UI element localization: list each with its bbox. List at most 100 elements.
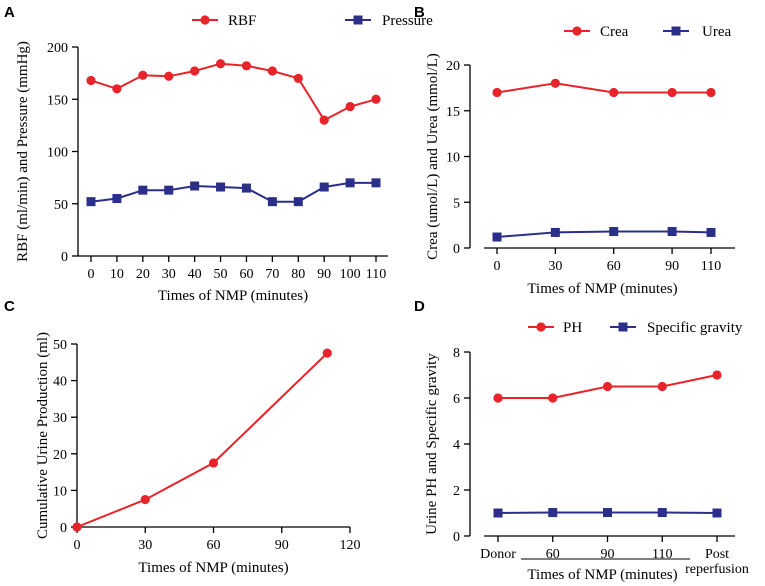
panel-letter: C [4, 298, 15, 315]
data-point-urea-1 [550, 227, 560, 237]
legend-label-urea: Urea [702, 24, 731, 40]
data-point-pressure-9 [319, 182, 329, 192]
x-tick-label: 110 [652, 547, 672, 562]
x-tick-label: 90 [275, 538, 289, 553]
data-point-legend-urea-0 [671, 26, 681, 36]
data-point-pressure-1 [112, 194, 122, 204]
x-tick-label-line: Post [705, 547, 729, 562]
y-tick-label: 0 [453, 530, 460, 545]
y-tick-label: 8 [453, 346, 460, 361]
data-point-rbf-4 [190, 66, 200, 76]
data-point-crea-4 [706, 87, 716, 98]
panel-a: A 0 50 100 150 200 0 10 20 30 40 50 60 70 80 90 100 110 RB… [4, 4, 433, 304]
x-tick-label: 0 [494, 259, 501, 274]
x-tick-label: 60 [239, 267, 253, 282]
data-point-specific-gravity-2 [603, 508, 612, 518]
data-point-urea-2 [609, 227, 619, 237]
y-tick-label: 50 [53, 338, 67, 353]
series-line-urea [496, 230, 712, 238]
series-line-crea [496, 82, 711, 94]
x-axis-label: Times of NMP (minutes) [138, 560, 288, 576]
data-point-urea-4 [706, 227, 716, 237]
x-tick-label: 40 [188, 267, 202, 282]
data-point-crea-0 [492, 87, 502, 98]
data-point-rbf-5 [215, 59, 226, 69]
y-axis-label: Crea (umol/L) and Urea (mmol/L) [425, 53, 441, 260]
x-tick-label: 10 [110, 267, 124, 282]
panel-letter: D [414, 298, 425, 315]
x-tick-label: Donor [480, 547, 516, 562]
data-point-urea-0 [492, 232, 502, 242]
x-tick-label: 90 [665, 259, 679, 274]
y-tick-label: 5 [453, 196, 460, 211]
x-tick-label: 120 [340, 538, 361, 553]
x-tick-label: 30 [162, 267, 176, 282]
x-tick-label: 30 [138, 538, 152, 553]
y-tick-label: 20 [446, 59, 460, 74]
x-tick-label: 80 [291, 267, 305, 282]
y-tick-label: 50 [54, 198, 68, 213]
series-line-rbf [90, 62, 377, 122]
x-axis-label: Times of NMP (minutes) [527, 567, 677, 583]
data-point-crea-1 [550, 78, 560, 88]
data-point-rbf-7 [267, 66, 277, 76]
y-tick-label: 100 [47, 146, 68, 161]
y-tick-label: 6 [453, 392, 460, 407]
data-point-specific-gravity-3 [657, 508, 667, 518]
x-tick-label: Post reperfusion [685, 547, 749, 577]
data-point-pressure-8 [293, 197, 303, 207]
data-point-rbf-2 [138, 70, 148, 80]
data-point-pressure-3 [164, 185, 174, 195]
data-point-rbf-3 [164, 71, 174, 81]
data-point-pressure-0 [86, 197, 96, 207]
y-tick-label: 150 [47, 93, 68, 108]
y-tick-label: 2 [453, 484, 460, 499]
data-point-rbf-8 [293, 73, 303, 83]
data-point-rbf-11 [371, 94, 381, 104]
x-tick-label: 90 [601, 547, 615, 562]
y-tick-label: 20 [53, 448, 67, 463]
data-point-legend-pressure-0 [353, 15, 363, 25]
data-point-specific-gravity-4 [712, 508, 722, 518]
x-tick-label: 110 [701, 259, 721, 274]
x-tick-label: 70 [265, 267, 279, 282]
x-tick-label: 60 [607, 259, 621, 274]
panel-letter: B [414, 4, 425, 21]
data-point-crea-2 [609, 87, 619, 98]
data-point-legend-specific-gravity-0 [618, 322, 628, 332]
x-axis-label: Times of NMP (minutes) [158, 288, 308, 304]
data-point-rbf-1 [112, 84, 122, 94]
data-point-specific-gravity-0 [493, 508, 503, 518]
data-point-pressure-5 [216, 182, 226, 192]
data-point-ph-2 [602, 381, 613, 392]
data-point-pressure-10 [345, 178, 355, 188]
x-tick-label: 30 [548, 259, 562, 274]
x-axis-label: Times of NMP (minutes) [527, 281, 677, 297]
x-tick-label: 0 [88, 267, 95, 282]
x-tick-label-line: reperfusion [685, 562, 749, 577]
y-axis-label: Cumulative Urine Production (ml) [35, 332, 51, 539]
data-point-ph-0 [493, 393, 503, 403]
x-tick-label: 60 [546, 547, 560, 562]
data-point-cumulative-urine-production-2 [208, 458, 219, 468]
data-point-ph-4 [712, 370, 722, 380]
y-tick-label: 0 [61, 250, 68, 265]
data-point-cumulative-urine-production-1 [140, 494, 150, 505]
y-tick-label: 4 [453, 438, 460, 453]
data-point-pressure-2 [138, 185, 148, 195]
y-tick-label: 0 [60, 521, 67, 536]
x-tick-label: 50 [214, 267, 228, 282]
data-point-crea-3 [667, 87, 677, 98]
series-line-cumulative-urine-production [76, 352, 328, 528]
y-tick-label: 0 [453, 242, 460, 257]
data-point-cumulative-urine-production-0 [72, 522, 82, 532]
x-tick-label: 110 [366, 267, 386, 282]
series-line-pressure [90, 181, 376, 203]
y-tick-label: 15 [446, 105, 460, 120]
x-tick-label: 20 [136, 267, 150, 282]
data-point-rbf-10 [345, 101, 355, 112]
data-point-legend-rbf-0 [200, 15, 210, 25]
y-tick-label: 10 [446, 151, 460, 166]
legend-label-ph: PH [563, 320, 582, 336]
